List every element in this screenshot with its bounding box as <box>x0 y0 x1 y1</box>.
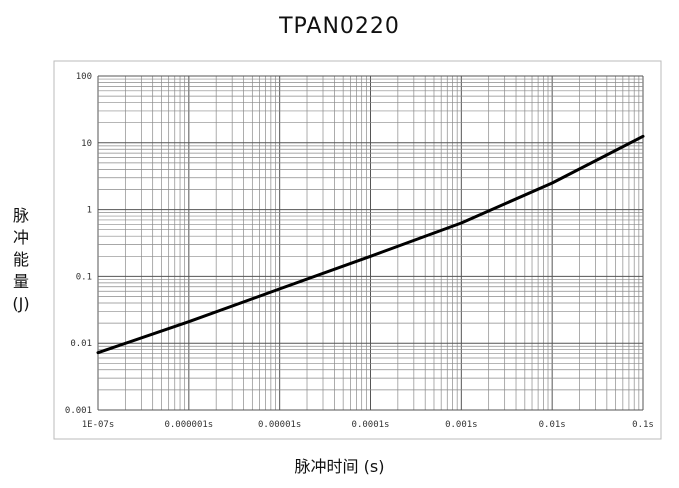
grid <box>97 75 644 411</box>
x-tick-label: 0.1s <box>632 420 654 430</box>
x-tick-label: 0.00001s <box>258 420 301 430</box>
x-tick-label: 0.01s <box>539 420 566 430</box>
x-tick-label: 0.001s <box>445 420 478 430</box>
y-tick-label: 100 <box>76 72 92 82</box>
y-axis-label: 脉冲能量 (J) <box>12 206 30 313</box>
y-tick-label: 10 <box>81 139 92 149</box>
y-tick-label: 0.001 <box>65 406 92 416</box>
x-tick-label: 0.0001s <box>352 420 390 430</box>
y-tick-label: 1 <box>87 206 92 216</box>
plot-frame <box>53 60 662 440</box>
x-axis-label: 脉冲时间 (s) <box>294 457 385 476</box>
chart-title: TPAN0220 <box>279 14 400 39</box>
axes: 1E-07s 0.000001s 0.00001s 0.0001s 0.001s 0.01… <box>65 72 654 430</box>
y-tick-label: 0.1 <box>76 272 92 282</box>
x-tick-label: 0.000001s <box>164 420 213 430</box>
series-layer <box>96 134 645 355</box>
series-line <box>96 134 645 355</box>
x-tick-label: 1E-07s <box>82 420 115 430</box>
y-tick-label: 0.01 <box>70 339 92 349</box>
